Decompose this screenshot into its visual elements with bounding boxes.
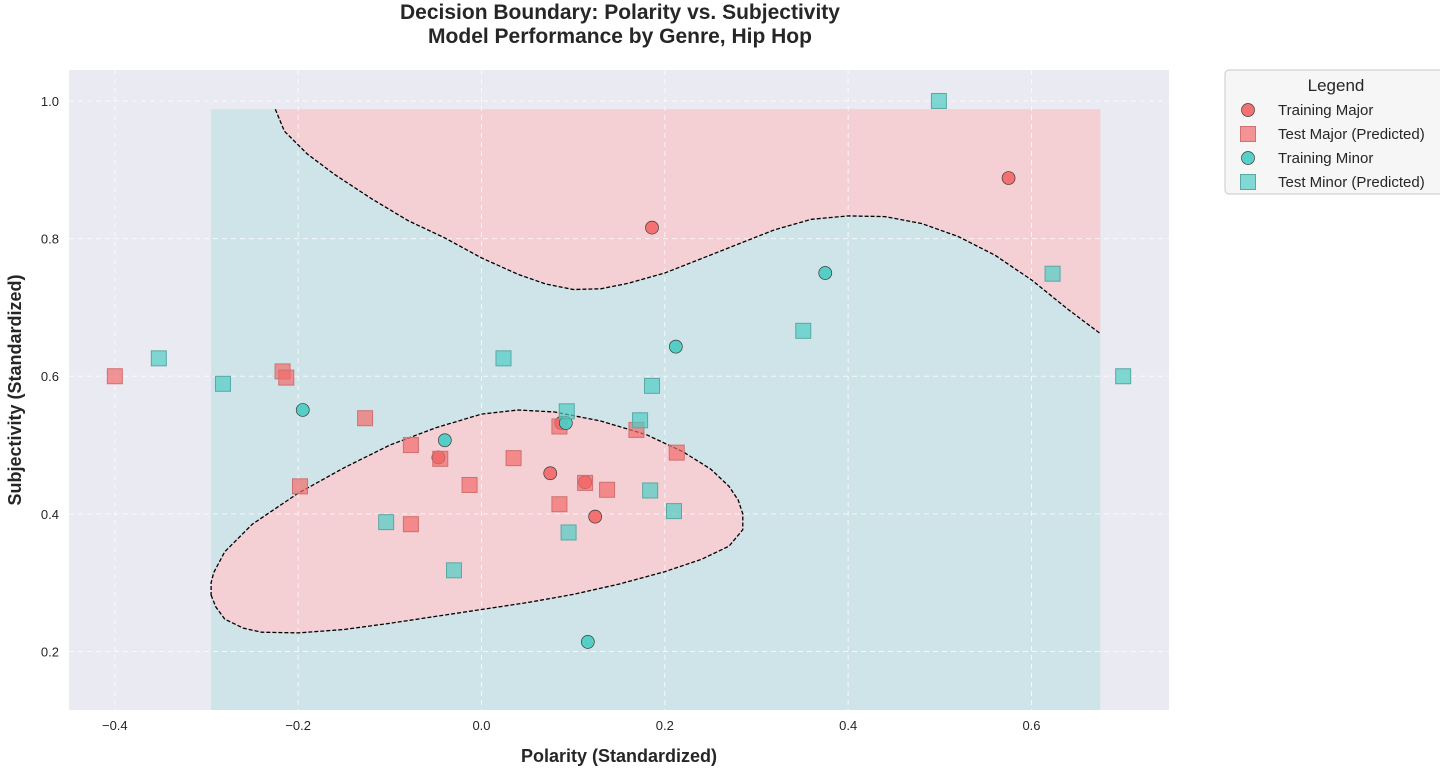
test-minor-predicted-point [795,322,812,339]
legend-label-training-minor: Training Minor [1278,150,1373,167]
test-minor-predicted-point [666,503,682,520]
data-points [106,92,1132,649]
test-major-predicted-point [432,450,449,467]
test-minor-predicted-point [1044,265,1061,282]
y-tick-label: 0.2 [41,645,59,660]
test-major-predicted-point [106,368,123,385]
decision-boundary-lines [210,108,1101,634]
test-minor-predicted-point [150,350,167,367]
training-major-point [1001,171,1016,185]
x-axis-label: Polarity (Standardized) [521,746,717,766]
legend-marker-test-major-predicted [1240,126,1256,142]
legend-box [1224,69,1440,195]
y-axis-ticks: 0.2 0.4 0.6 0.8 1.0 [41,94,59,660]
lower-major-region-boundary [210,409,744,634]
training-minor-point [580,635,595,649]
training-major-point [588,509,603,524]
upper-major-region [275,109,1101,334]
test-major-predicted-point [402,516,419,533]
chart-title: Decision Boundary: Polarity vs. Subjecti… [400,1,840,24]
training-minor-point [668,339,683,354]
x-tick-label: −0.4 [102,718,128,733]
y-tick-label: 1.0 [41,94,59,109]
test-minor-predicted-point [930,92,947,109]
test-major-predicted-point [402,437,419,454]
legend-label-training-major: Training Major [1278,102,1373,119]
legend-marker-training-major [1241,103,1255,117]
x-axis-ticks: −0.4 −0.2 0.0 0.2 0.4 0.6 [102,718,1041,733]
legend-marker-test-minor-predicted [1240,174,1256,190]
legend-label-test-major-predicted: Test Major (Predicted) [1278,126,1425,143]
training-major-point [543,466,558,481]
legend-marker-training-minor [1241,151,1255,165]
test-major-predicted-point [599,481,616,498]
x-tick-label: 0.4 [839,718,857,733]
chart-subtitle: Model Performance by Genre, Hip Hop [428,25,812,48]
test-minor-predicted-point [632,412,649,429]
test-major-predicted-point [357,410,374,427]
test-minor-predicted-point [1115,368,1132,385]
y-tick-label: 0.8 [41,232,59,247]
test-major-predicted-point [668,444,685,461]
test-major-predicted-point [577,474,594,491]
legend-title: Legend [1308,76,1365,95]
test-minor-predicted-point [215,375,231,392]
y-axis-label: Subjectivity (Standardized) [5,274,25,505]
training-major-point [645,220,659,235]
test-major-predicted-point [292,478,308,495]
test-major-predicted-point [551,496,568,513]
test-major-predicted-point [505,450,522,467]
upper-major-region-boundary [274,108,1101,335]
x-tick-label: 0.6 [1022,718,1040,733]
x-tick-label: 0.2 [656,718,674,733]
test-minor-predicted-point [558,403,575,420]
x-tick-label: 0.0 [472,718,490,733]
training-minor-point [295,403,310,417]
decision-regions [211,109,1101,710]
test-minor-predicted-point [642,482,659,499]
legend: Legend Training Major Test Major (Predict… [1224,69,1440,195]
training-minor-point [437,433,452,448]
y-tick-label: 0.6 [41,369,59,384]
y-tick-label: 0.4 [41,507,59,522]
legend-label-test-minor-predicted: Test Minor (Predicted) [1278,174,1425,191]
grid-lines [69,70,1169,710]
lower-major-region [211,410,743,633]
test-minor-predicted-point [378,514,395,531]
test-major-predicted-point [278,369,295,386]
x-tick-label: −0.2 [285,718,311,733]
training-minor-point [818,266,833,280]
test-major-predicted-point [461,476,478,493]
test-minor-predicted-point [644,377,660,394]
test-minor-predicted-point [560,524,577,541]
test-minor-predicted-point [495,350,512,367]
test-minor-predicted-point [446,562,462,579]
